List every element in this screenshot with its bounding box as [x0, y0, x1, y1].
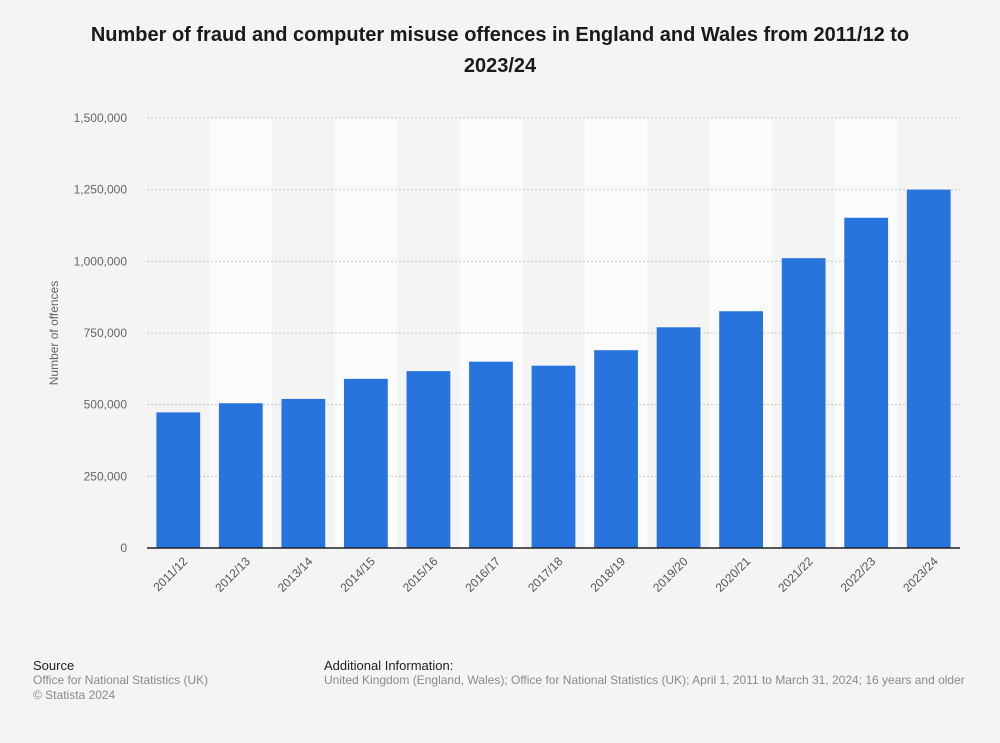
- bar[interactable]: [156, 412, 201, 548]
- y-tick-label: 1,250,000: [74, 183, 128, 197]
- additional-info-block: Additional Information: United Kingdom (…: [324, 658, 1000, 688]
- x-tick-label: 2013/14: [275, 554, 316, 595]
- x-tick-label: 2017/18: [525, 554, 566, 595]
- x-tick-label: 2023/24: [900, 554, 941, 595]
- x-tick-label: 2016/17: [463, 554, 504, 595]
- bar[interactable]: [844, 217, 889, 548]
- bar[interactable]: [656, 327, 701, 548]
- bar[interactable]: [218, 403, 263, 548]
- x-tick-label: 2012/13: [212, 554, 253, 595]
- bar[interactable]: [343, 378, 388, 548]
- bar[interactable]: [906, 189, 951, 548]
- bar[interactable]: [281, 398, 326, 548]
- x-tick-label: 2020/21: [713, 554, 754, 595]
- source-heading: Source: [33, 658, 75, 673]
- y-tick-label: 1,500,000: [74, 111, 128, 125]
- bar[interactable]: [531, 365, 576, 548]
- x-tick-label: 2018/19: [588, 554, 629, 595]
- y-tick-label: 500,000: [84, 398, 128, 412]
- copyright: © Statista 2024: [33, 688, 116, 702]
- y-axis-label: Number of offences: [47, 281, 61, 386]
- chart-title: Number of fraud and computer misuse offe…: [90, 24, 910, 77]
- x-tick-label: 2022/23: [838, 554, 879, 595]
- bar-chart: 0 250,000 500,000 750,000 1,000,000 1,250,000…: [47, 111, 960, 595]
- x-tick-label: 2019/20: [650, 554, 691, 595]
- bar[interactable]: [719, 311, 764, 548]
- additional-info-text: United Kingdom (England, Wales); Office …: [324, 673, 965, 687]
- x-tick-label: 2021/22: [775, 554, 816, 595]
- y-tick-label: 1,000,000: [74, 254, 128, 268]
- y-tick-label: 250,000: [84, 469, 128, 483]
- additional-info-heading[interactable]: Additional Information:: [324, 658, 454, 673]
- x-tick-label: 2014/15: [337, 554, 378, 595]
- bar[interactable]: [781, 258, 826, 548]
- x-tick-label: 2015/16: [400, 554, 441, 595]
- y-tick-label: 0: [120, 541, 127, 555]
- source-block: Source Office for National Statistics (U…: [33, 658, 208, 703]
- bar[interactable]: [594, 350, 638, 548]
- x-tick-label: 2011/12: [150, 554, 190, 594]
- source-name[interactable]: Office for National Statistics (UK): [33, 673, 209, 687]
- bar[interactable]: [406, 371, 451, 548]
- y-tick-label: 750,000: [84, 326, 128, 340]
- bar[interactable]: [469, 361, 513, 548]
